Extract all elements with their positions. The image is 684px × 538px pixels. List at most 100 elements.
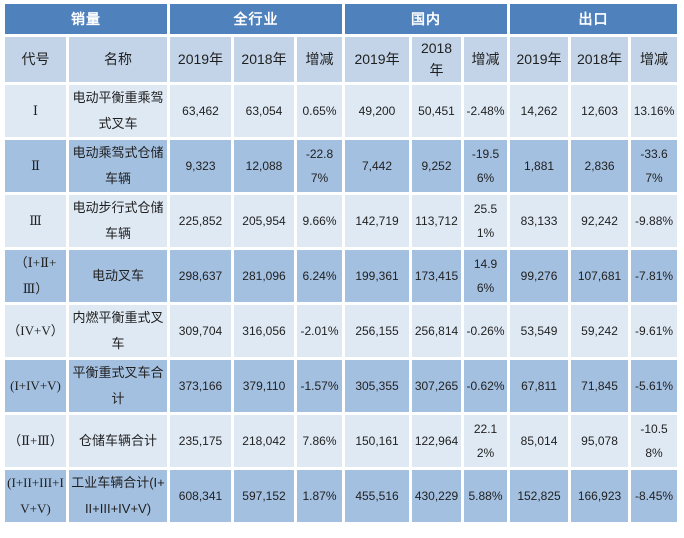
cell-value: 298,637 [170,249,231,302]
sales-table-container: 销量 全行业 国内 出口 代号 名称 2019年 2018年 增减 2019年 … [2,1,680,525]
cell-value: 142,719 [345,194,410,247]
cell-value: -7.81% [631,249,678,302]
cell-name: 平衡重式叉车合计 [69,359,167,412]
cell-code: Ⅰ [5,84,66,137]
cell-value: -2.48% [464,84,508,137]
cell-name: 电动步行式仓储车辆 [69,194,167,247]
cell-value: 99,276 [510,249,569,302]
group-header-sales: 销量 [5,4,167,34]
cell-value: 122,964 [412,414,462,467]
cell-value: 199,361 [345,249,410,302]
cell-value: 12,603 [571,84,629,137]
cell-value: 67,811 [510,359,569,412]
cell-code: （Ⅱ+Ⅲ） [5,414,66,467]
column-header-export-change: 增减 [631,37,678,82]
cell-code: （IV+V） [5,304,66,357]
table-row: （Ⅰ+Ⅱ+Ⅲ） 电动叉车 298,637 281,096 6.24% 199,3… [5,249,678,302]
cell-value: 53,549 [510,304,569,357]
column-header-industry-2018: 2018年 [234,37,294,82]
cell-value: 7.86% [297,414,343,467]
cell-code: Ⅱ [5,139,66,192]
cell-value: -33.67% [631,139,678,192]
cell-value: 1,881 [510,139,569,192]
cell-value: 14.96% [464,249,508,302]
cell-name: 电动乘驾式仓储车辆 [69,139,167,192]
cell-value: 9,252 [412,139,462,192]
cell-name: 内燃平衡重式叉车 [69,304,167,357]
cell-value: 1.87% [297,469,343,522]
cell-value: -9.61% [631,304,678,357]
cell-value: 49,200 [345,84,410,137]
cell-value: 50,451 [412,84,462,137]
table-row: Ⅰ 电动平衡重乘驾式叉车 63,462 63,054 0.65% 49,200 … [5,84,678,137]
cell-value: 597,152 [234,469,294,522]
table-row: Ⅱ 电动乘驾式仓储车辆 9,323 12,088 -22.87% 7,442 9… [5,139,678,192]
cell-value: 379,110 [234,359,294,412]
column-header-domestic-2018-label: 2018年 [420,40,453,79]
table-row: （IV+V） 内燃平衡重式叉车 309,704 316,056 -2.01% 2… [5,304,678,357]
cell-name: 电动叉车 [69,249,167,302]
cell-value: 59,242 [571,304,629,357]
column-header-domestic-2019: 2019年 [345,37,410,82]
column-header-export-2019: 2019年 [510,37,569,82]
column-header-code: 代号 [5,37,66,82]
cell-value: 225,852 [170,194,231,247]
cell-value: -9.88% [631,194,678,247]
cell-value: 305,355 [345,359,410,412]
cell-value: 0.65% [297,84,343,137]
cell-value: 63,462 [170,84,231,137]
column-header-domestic-2018: 2018年 [412,37,462,82]
cell-value: 166,923 [571,469,629,522]
cell-value: 373,166 [170,359,231,412]
cell-value: 95,078 [571,414,629,467]
cell-value: 235,175 [170,414,231,467]
cell-value: 218,042 [234,414,294,467]
cell-value: 256,155 [345,304,410,357]
cell-value: 63,054 [234,84,294,137]
column-header-name: 名称 [69,37,167,82]
cell-value: -22.87% [297,139,343,192]
cell-value: 455,516 [345,469,410,522]
cell-value: 316,056 [234,304,294,357]
cell-value: 7,442 [345,139,410,192]
cell-value: 71,845 [571,359,629,412]
cell-value: 6.24% [297,249,343,302]
cell-value: -8.45% [631,469,678,522]
table-row: Ⅲ 电动步行式仓储车辆 225,852 205,954 9.66% 142,71… [5,194,678,247]
cell-value: -0.62% [464,359,508,412]
cell-value: 92,242 [571,194,629,247]
table-row: (I+IV+V) 平衡重式叉车合计 373,166 379,110 -1.57%… [5,359,678,412]
cell-value: 9,323 [170,139,231,192]
column-header-row: 代号 名称 2019年 2018年 增减 2019年 2018年 增减 2019… [5,37,678,82]
cell-name: 电动平衡重乘驾式叉车 [69,84,167,137]
cell-value: 12,088 [234,139,294,192]
table-row: (I+II+III+IV+V) 工业车辆合计(I+II+III+IV+V) 60… [5,469,678,522]
column-header-industry-change: 增减 [297,37,343,82]
group-header-whole-industry: 全行业 [170,4,343,34]
cell-value: 5.88% [464,469,508,522]
cell-value: -0.26% [464,304,508,357]
cell-value: 152,825 [510,469,569,522]
cell-value: 13.16% [631,84,678,137]
table-row: （Ⅱ+Ⅲ） 仓储车辆合计 235,175 218,042 7.86% 150,1… [5,414,678,467]
cell-code: （Ⅰ+Ⅱ+Ⅲ） [5,249,66,302]
cell-code: (I+II+III+IV+V) [5,469,66,522]
cell-value: 14,262 [510,84,569,137]
cell-value: 608,341 [170,469,231,522]
cell-value: -10.58% [631,414,678,467]
group-header-row: 销量 全行业 国内 出口 [5,4,678,34]
cell-value: 22.12% [464,414,508,467]
cell-value: 150,161 [345,414,410,467]
cell-value: 85,014 [510,414,569,467]
cell-value: -19.56% [464,139,508,192]
cell-value: 307,265 [412,359,462,412]
cell-value: -1.57% [297,359,343,412]
cell-value: 281,096 [234,249,294,302]
cell-value: -2.01% [297,304,343,357]
forklift-sales-table: 销量 全行业 国内 出口 代号 名称 2019年 2018年 增减 2019年 … [2,1,680,525]
cell-code: (I+IV+V) [5,359,66,412]
column-header-export-2018: 2018年 [571,37,629,82]
cell-value: 83,133 [510,194,569,247]
cell-value: 173,415 [412,249,462,302]
group-header-domestic: 国内 [345,4,508,34]
